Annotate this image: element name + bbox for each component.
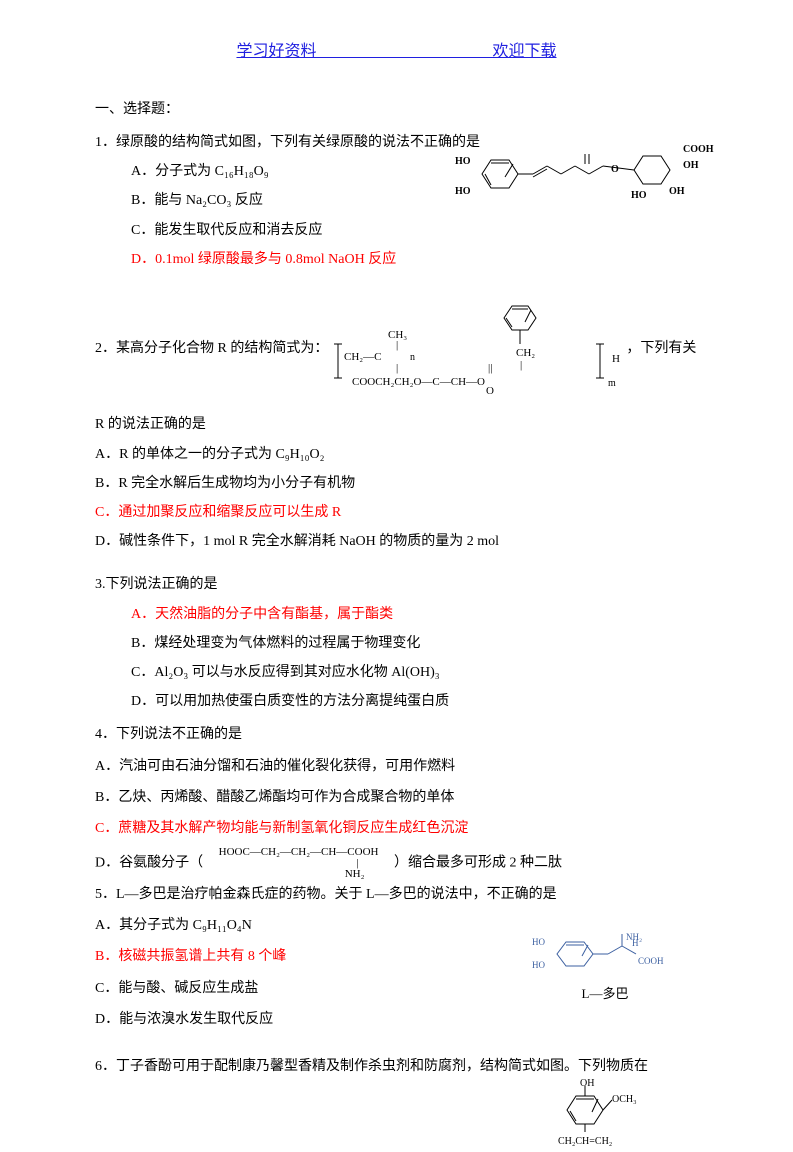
q4-d-post: ）缩合最多可形成 2 种二肽 — [394, 856, 562, 871]
q1-opt-c: C．能发生取代反应和消去反应 — [131, 218, 698, 243]
q1-structure-image: HO HO O COOH OH HO OH — [453, 142, 713, 211]
q2-options: R 的说法正确的是 A．R 的单体之一的分子式为 C₉H₁₀O₂ B．R 完全水… — [95, 412, 698, 554]
q3-opt-b: B．煤经处理变为气体燃料的过程属于物理变化 — [131, 631, 698, 656]
q4-opt-a: A．汽油可由石油分馏和石油的催化裂化获得，可用作燃料 — [95, 754, 698, 779]
svg-text:m: m — [608, 378, 616, 389]
svg-text:OH: OH — [683, 160, 699, 171]
section-title: 一、选择题： — [95, 97, 698, 122]
svg-text:HO: HO — [532, 937, 545, 947]
svg-text:HO: HO — [631, 190, 647, 201]
q3-opt-a: A．天然油脂的分子中含有酯基，属于酯类 — [131, 602, 698, 627]
q5-opt-d: D．能与浓溴水发生取代反应 — [95, 1007, 698, 1032]
q5-stem: 5．L—多巴是治疗帕金森氏症的药物。关于 L—多巴的说法中，不正确的是 — [95, 882, 698, 907]
q5-structure-label: L—多巴 — [530, 986, 680, 1002]
question-2: 2．某高分子化合物 R 的结构简式为： CH₃ — [95, 294, 698, 554]
svg-text:O: O — [486, 385, 494, 397]
q3-opt-d: D．可以用加热使蛋白质变性的方法分离提纯蛋白质 — [131, 689, 698, 714]
q2-opt-b: B．R 完全水解后生成物均为小分子有机物 — [95, 471, 698, 496]
svg-text:n: n — [410, 352, 415, 363]
q2-stem-pre: 2．某高分子化合物 R 的结构简式为： — [95, 336, 328, 361]
page-header: 学习好资料 欢迎下载 — [95, 38, 698, 67]
question-3: 3.下列说法正确的是 A．天然油脂的分子中含有酯基，属于酯类 B．煤经处理变为气… — [95, 572, 698, 714]
svg-text:OH: OH — [580, 1078, 594, 1089]
svg-text:OCH₃: OCH₃ — [612, 1094, 637, 1105]
svg-text:H: H — [632, 938, 639, 948]
question-6: 6．丁子香酚可用于配制康乃馨型香精及制作杀虫剂和防腐剂，结构简式如图。下列物质在… — [95, 1054, 698, 1079]
q4-d-struct-bot: NH₂ — [233, 869, 365, 880]
q2-structure: CH₃ | CH₂—C | n COOCH₂CH₂O—C—CH—O || O C… — [332, 298, 622, 407]
svg-text:COOH: COOH — [638, 956, 664, 966]
q4-stem: 4．下列说法不正确的是 — [95, 722, 698, 747]
question-1: 1．绿原酸的结构简式如图，下列有关绿原酸的说法不正确的是 — [95, 130, 698, 272]
q4-d-pre: D．谷氨酸分子（ — [95, 856, 203, 871]
svg-text:|: | — [520, 359, 522, 371]
q1-opt-d: D．0.1mol 绿原酸最多与 0.8mol NaOH 反应 — [131, 247, 698, 272]
q2-stem-row: 2．某高分子化合物 R 的结构简式为： CH₃ — [95, 294, 698, 403]
q3-opt-c: C．Al₂O₃ 可以与水反应得到其对应水化物 Al(OH)₃ — [131, 660, 698, 685]
header-gap — [316, 43, 492, 60]
svg-text:HO: HO — [455, 156, 471, 167]
q6-stem: 6．丁子香酚可用于配制康乃馨型香精及制作杀虫剂和防腐剂，结构简式如图。下列物质在 — [95, 1054, 698, 1079]
q2-opt-c: C．通过加聚反应和缩聚反应可以生成 R — [95, 500, 698, 525]
question-5: 5．L—多巴是治疗帕金森氏症的药物。关于 L—多巴的说法中，不正确的是 HO H… — [95, 882, 698, 1032]
svg-text:||: || — [488, 362, 492, 374]
q6-structure-image: OH OCH₃ CH₂CH=CH₂ — [548, 1078, 658, 1152]
svg-text:CH₂—C: CH₂—C — [344, 351, 381, 363]
svg-text:OH: OH — [669, 186, 685, 197]
svg-text:COOH: COOH — [683, 144, 714, 155]
q4-opt-b: B．乙炔、丙烯酸、醋酸乙烯酯均可作为合成聚合物的单体 — [95, 785, 698, 810]
q5-structure-image: HO HO NH₂ COOH H L—多巴 — [530, 932, 680, 1002]
svg-text:COOCH₂CH₂O—C—CH—O: COOCH₂CH₂O—C—CH—O — [352, 376, 485, 388]
q4-opt-d: D．谷氨酸分子（ HOOC—CH₂—CH₂—CH—COOH | NH₂ ）缩合最… — [95, 847, 698, 880]
svg-text:O: O — [611, 164, 619, 175]
svg-text:H: H — [612, 353, 620, 365]
q2-opt-a: A．R 的单体之一的分子式为 C₉H₁₀O₂ — [95, 442, 698, 467]
q2-line2: R 的说法正确的是 — [95, 412, 698, 437]
q2-opt-d: D．碱性条件下，1 mol R 完全水解消耗 NaOH 的物质的量为 2 mol — [95, 529, 698, 554]
svg-text:HO: HO — [532, 960, 545, 970]
header-left: 学习好资料 — [236, 43, 316, 60]
q4-d-structure: HOOC—CH₂—CH₂—CH—COOH | NH₂ — [207, 847, 391, 880]
q2-stem-post: ，下列有关 — [626, 336, 696, 361]
q3-stem: 3.下列说法正确的是 — [95, 572, 698, 597]
svg-text:HO: HO — [455, 186, 471, 197]
q4-d-struct-top: HOOC—CH₂—CH₂—CH—COOH — [219, 846, 379, 858]
q4-opt-c: C．蔗糖及其水解产物均能与新制氢氧化铜反应生成红色沉淀 — [95, 816, 698, 841]
svg-text:CH₂CH=CH₂: CH₂CH=CH₂ — [558, 1136, 612, 1147]
q4-options: A．汽油可由石油分馏和石油的催化裂化获得，可用作燃料 B．乙炔、丙烯酸、醋酸乙烯… — [95, 754, 698, 881]
svg-text:CH₂: CH₂ — [516, 347, 535, 359]
header-right: 欢迎下载 — [493, 43, 557, 60]
svg-text:|: | — [396, 339, 398, 351]
q3-options: A．天然油脂的分子中含有酯基，属于酯类 B．煤经处理变为气体燃料的过程属于物理变… — [95, 602, 698, 715]
svg-text:|: | — [396, 362, 398, 374]
question-4: 4．下列说法不正确的是 A．汽油可由石油分馏和石油的催化裂化获得，可用作燃料 B… — [95, 722, 698, 880]
